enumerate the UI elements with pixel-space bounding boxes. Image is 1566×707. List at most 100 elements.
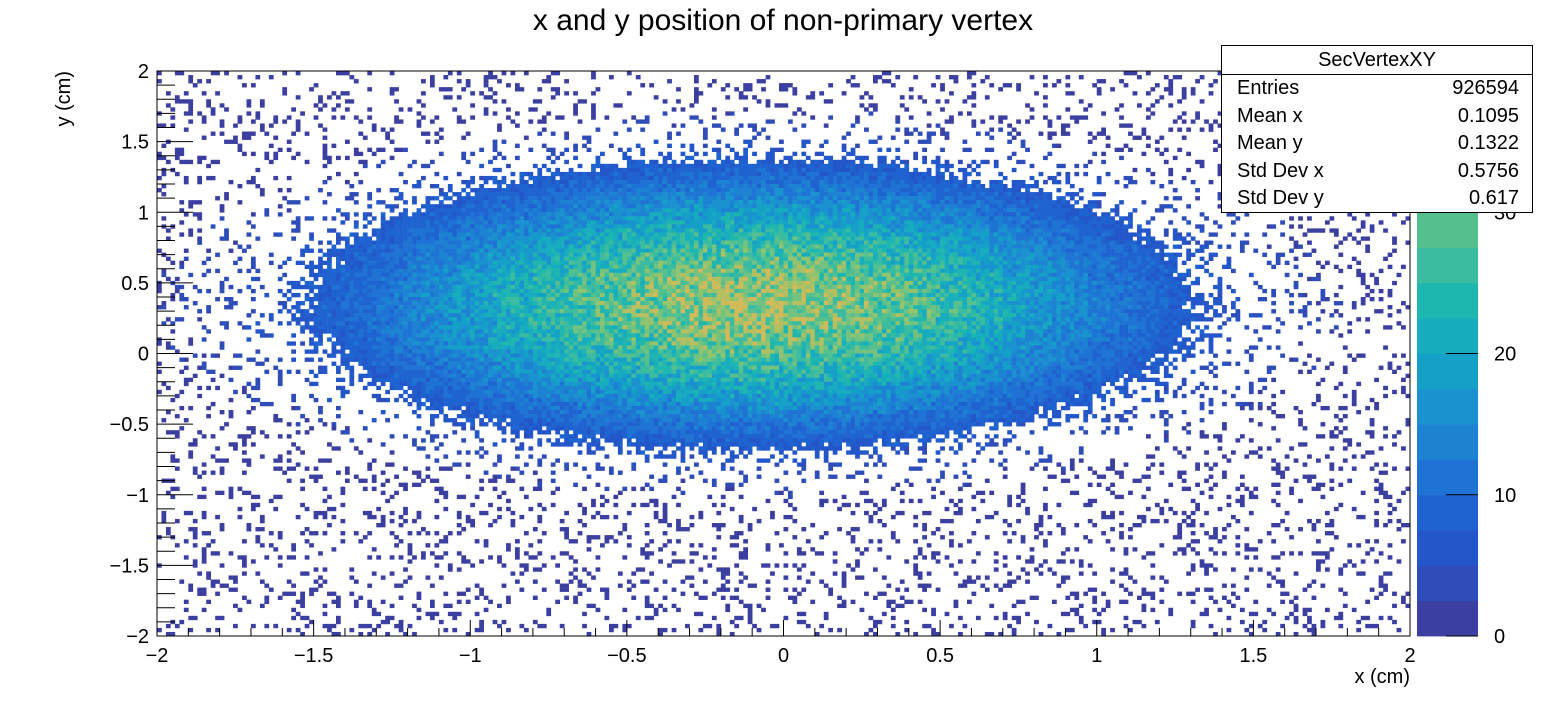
- heatmap-cell: [832, 212, 838, 217]
- heatmap-cell: [716, 244, 722, 249]
- heatmap-cell: [895, 208, 901, 213]
- heatmap-cell: [810, 204, 816, 209]
- heatmap-cell: [573, 256, 578, 261]
- heatmap-cell: [671, 123, 677, 128]
- heatmap-cell: [416, 111, 422, 116]
- heatmap-cell: [353, 252, 359, 257]
- heatmap-cell: [573, 155, 578, 161]
- heatmap-cell: [546, 244, 552, 249]
- heatmap-cell: [443, 228, 449, 233]
- heatmap-cell: [461, 196, 467, 201]
- heatmap-cell: [935, 244, 941, 249]
- heatmap-cell: [680, 151, 686, 157]
- heatmap-cell: [1333, 228, 1339, 233]
- heatmap-cell: [1029, 75, 1035, 80]
- heatmap-cell: [917, 196, 923, 201]
- heatmap-cell: [362, 256, 368, 261]
- heatmap-cell: [881, 252, 887, 257]
- heatmap-cell: [752, 236, 757, 241]
- heatmap-cell: [568, 248, 574, 253]
- heatmap-cell: [917, 200, 923, 205]
- heatmap-cell: [497, 127, 502, 132]
- heatmap-cell: [890, 204, 896, 209]
- heatmap-cell: [819, 175, 825, 181]
- heatmap-cell: [1360, 224, 1366, 229]
- heatmap-cell: [734, 216, 740, 221]
- heatmap-cell: [984, 75, 990, 80]
- heatmap-cell: [756, 131, 762, 136]
- heatmap-cell: [702, 171, 708, 177]
- heatmap-cell: [438, 204, 444, 209]
- heatmap-cell: [846, 228, 851, 233]
- heatmap-cell: [801, 236, 807, 241]
- heatmap-cell: [1141, 127, 1147, 132]
- heatmap-cell: [626, 188, 632, 193]
- heatmap-cell: [1092, 228, 1098, 233]
- heatmap-cell: [1114, 248, 1120, 253]
- heatmap-cell: [667, 79, 672, 84]
- heatmap-cell: [465, 79, 471, 84]
- heatmap-cell: [707, 236, 713, 241]
- heatmap-cell: [1060, 248, 1066, 253]
- heatmap-cell: [586, 244, 592, 249]
- heatmap-cell: [855, 216, 860, 221]
- heatmap-cell: [425, 232, 431, 237]
- heatmap-cell: [877, 75, 883, 80]
- heatmap-cell: [873, 232, 878, 237]
- heatmap-cell: [711, 115, 717, 120]
- heatmap-cell: [846, 167, 851, 173]
- heatmap-cell: [1025, 248, 1030, 253]
- heatmap-cell: [461, 200, 467, 205]
- heatmap-cell: [743, 212, 748, 217]
- heatmap-cell: [765, 212, 771, 217]
- heatmap-cell: [801, 204, 807, 209]
- heatmap-cell: [966, 75, 972, 80]
- heatmap-cell: [676, 167, 681, 173]
- heatmap-cell: [550, 200, 556, 205]
- heatmap-cell: [1038, 200, 1044, 205]
- heatmap-cell: [658, 196, 663, 201]
- heatmap-cell: [1087, 216, 1093, 221]
- heatmap-cell: [850, 83, 856, 88]
- heatmap-cell: [1172, 252, 1178, 257]
- heatmap-cell: [635, 119, 641, 124]
- heatmap-cell: [801, 196, 807, 201]
- heatmap-cell: [1141, 252, 1147, 257]
- heatmap-cell: [1069, 244, 1075, 249]
- heatmap-cell: [412, 240, 417, 245]
- heatmap-cell: [832, 200, 838, 205]
- heatmap-cell: [613, 196, 619, 201]
- heatmap-cell: [1056, 232, 1062, 237]
- heatmap-cell: [438, 232, 444, 237]
- heatmap-cell: [694, 240, 699, 245]
- heatmap-cell: [586, 224, 592, 229]
- heatmap-cell: [515, 184, 520, 189]
- heatmap-cell: [694, 256, 699, 261]
- heatmap-cell: [931, 131, 936, 136]
- heatmap-cell: [1096, 204, 1102, 209]
- heatmap-cell: [555, 236, 561, 241]
- heatmap-cell: [944, 228, 950, 233]
- heatmap-cell: [1011, 216, 1017, 221]
- heatmap-cell: [940, 200, 945, 205]
- heatmap-cell: [479, 244, 484, 249]
- heatmap-cell: [832, 228, 838, 233]
- heatmap-cell: [971, 184, 977, 189]
- heatmap-cell: [1110, 240, 1115, 245]
- heatmap-cell: [949, 119, 954, 124]
- heatmap-cell: [622, 119, 628, 124]
- heatmap-cell: [1154, 139, 1160, 144]
- heatmap-cell: [492, 224, 498, 229]
- heatmap-cell: [756, 244, 762, 249]
- heatmap-cell: [1016, 236, 1021, 241]
- heatmap-cell: [895, 240, 901, 245]
- heatmap-cell: [694, 252, 699, 257]
- heatmap-cell: [747, 83, 753, 88]
- heatmap-cell: [188, 111, 194, 116]
- heatmap-cell: [707, 204, 713, 209]
- heatmap-cell: [823, 244, 829, 249]
- heatmap-cell: [662, 204, 668, 209]
- heatmap-cell: [1132, 252, 1138, 257]
- heatmap-cell: [564, 91, 569, 96]
- heatmap-cell: [680, 216, 686, 221]
